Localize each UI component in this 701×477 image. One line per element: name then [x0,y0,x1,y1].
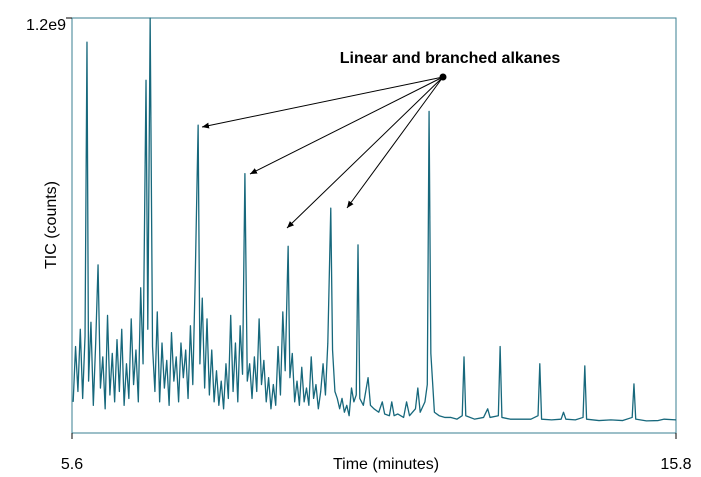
annotation: Linear and branched alkanes [340,50,561,67]
x-tick-label: 15.8 [660,456,691,473]
y-tick-label: 1.2e9 [26,17,66,34]
x-tick-label: 5.6 [61,456,83,473]
signal-line [72,17,677,422]
annotation-arrows [201,76,444,229]
x-axis-label: Time (minutes) [333,456,439,473]
y-axis-label: TIC (counts) [43,181,60,269]
plot-frame [71,17,677,434]
